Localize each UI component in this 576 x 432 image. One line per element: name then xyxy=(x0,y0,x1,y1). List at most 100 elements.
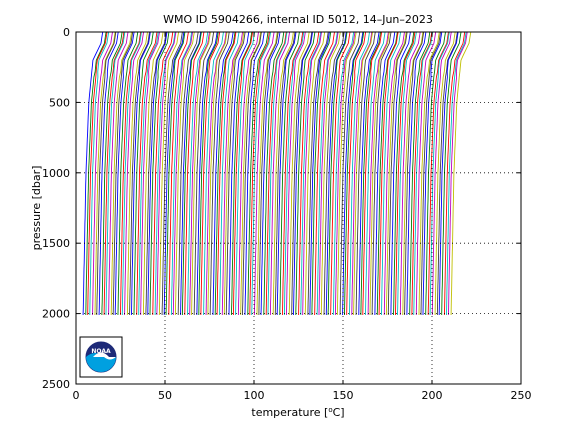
profile-line xyxy=(196,31,218,316)
profile-line xyxy=(260,31,281,315)
profile-line xyxy=(92,31,113,316)
profile-line xyxy=(205,31,227,316)
profile-line xyxy=(251,31,272,315)
profile-line xyxy=(418,31,440,315)
profile-line xyxy=(177,31,199,315)
profile-line xyxy=(152,31,174,315)
profile-line xyxy=(228,31,250,315)
profile-line xyxy=(154,31,176,315)
profile-line xyxy=(316,31,338,315)
profile-line xyxy=(105,31,126,315)
profile-line xyxy=(136,31,158,315)
profile-line xyxy=(436,31,458,315)
profile-line xyxy=(240,31,262,315)
profile-line xyxy=(184,31,205,315)
profile-line xyxy=(263,31,285,315)
y-tick-label: 1500 xyxy=(42,237,70,250)
x-tick-label: 200 xyxy=(422,389,443,402)
profile-line xyxy=(142,31,164,315)
y-tick-label: 0 xyxy=(63,26,70,39)
profile-line xyxy=(103,31,125,315)
x-axis-label-degree: o xyxy=(328,406,332,414)
profile-line xyxy=(411,31,433,315)
profile-line xyxy=(371,31,392,315)
profile-line xyxy=(393,31,415,315)
profile-line xyxy=(223,31,245,315)
profile-line xyxy=(309,31,330,315)
profile-line xyxy=(114,31,135,315)
profile-line xyxy=(172,31,194,315)
profile-line xyxy=(181,31,202,315)
profile-line xyxy=(443,31,466,315)
profile-line xyxy=(409,31,431,315)
profile-line xyxy=(298,31,320,315)
profile-line xyxy=(339,31,361,316)
profile-line xyxy=(300,31,322,315)
profile-line xyxy=(232,31,254,315)
profile-line xyxy=(129,31,150,315)
profile-line xyxy=(415,31,437,315)
y-tick-label: 500 xyxy=(49,96,70,109)
profile-line xyxy=(89,31,110,315)
profile-line xyxy=(110,31,132,315)
x-tick-label: 150 xyxy=(333,389,354,402)
profile-line xyxy=(342,31,364,315)
profile-line xyxy=(380,31,402,316)
profile-line xyxy=(244,31,265,315)
profile-line xyxy=(353,31,374,315)
profile-line xyxy=(267,31,288,315)
profile-line xyxy=(170,31,193,315)
profile-line xyxy=(334,31,356,315)
profile-line xyxy=(82,31,104,315)
profile-line xyxy=(165,31,186,315)
profile-line xyxy=(378,31,399,315)
profile-line xyxy=(427,31,449,315)
profile-line xyxy=(191,31,211,315)
profile-line xyxy=(346,31,367,315)
profile-line xyxy=(168,31,189,315)
profile-line xyxy=(85,31,107,315)
profile-line xyxy=(281,31,304,316)
profile-line xyxy=(187,31,209,316)
profile-line xyxy=(87,31,108,315)
profile-line xyxy=(367,31,389,315)
x-axis-label-main: temperature [ xyxy=(251,406,328,419)
profile-line xyxy=(235,31,256,315)
profile-line xyxy=(216,31,237,316)
profile-line xyxy=(119,31,142,316)
profile-line xyxy=(253,31,275,315)
profile-line xyxy=(406,31,427,315)
profile-line xyxy=(276,31,297,315)
profile-line xyxy=(358,31,380,315)
profile-line xyxy=(138,31,159,315)
profile-line xyxy=(390,31,411,315)
profile-line xyxy=(231,31,253,315)
profile-line xyxy=(108,31,129,316)
profile-line xyxy=(101,31,123,315)
profile-line xyxy=(203,31,224,315)
profile-line xyxy=(219,31,240,315)
profile-line xyxy=(130,31,151,316)
profile-line xyxy=(295,31,316,315)
profile-line xyxy=(112,31,134,315)
x-tick-label: 0 xyxy=(73,389,80,402)
profile-line xyxy=(364,31,386,316)
profile-line xyxy=(327,31,348,315)
profile-line xyxy=(429,31,450,315)
profile-line xyxy=(422,31,443,315)
profile-line xyxy=(413,31,434,316)
profile-line xyxy=(288,31,310,315)
profile-line xyxy=(351,31,373,315)
profile-line xyxy=(397,31,417,315)
profile-line xyxy=(133,31,154,316)
profile-line xyxy=(447,31,468,315)
profile-line xyxy=(438,31,459,315)
profile-line xyxy=(258,31,279,315)
profile-line xyxy=(325,31,347,315)
profile-line xyxy=(336,31,357,316)
profile-line xyxy=(304,31,326,315)
profile-line xyxy=(117,31,139,316)
profile-line xyxy=(362,31,383,315)
